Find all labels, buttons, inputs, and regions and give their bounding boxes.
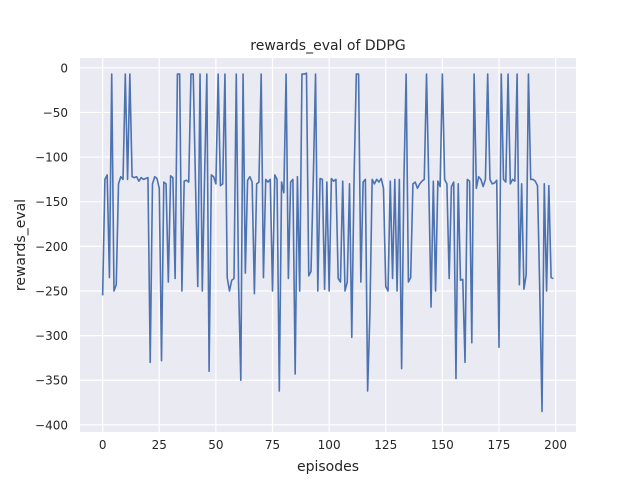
y-tick-label: −50 <box>43 106 68 120</box>
y-axis-label: rewards_eval <box>13 199 29 291</box>
y-tick-label: −300 <box>35 329 68 343</box>
y-tick-label: −150 <box>35 195 68 209</box>
x-axis-label: episodes <box>297 459 359 475</box>
x-tick-label: 100 <box>318 438 341 452</box>
y-tick-label: 0 <box>60 61 68 75</box>
y-tick-label: −350 <box>35 374 68 388</box>
x-tick-label: 50 <box>208 438 223 452</box>
y-tick-label: −200 <box>35 240 68 254</box>
x-tick-label: 75 <box>265 438 280 452</box>
x-tick-label: 25 <box>152 438 167 452</box>
x-tick-label: 125 <box>374 438 397 452</box>
x-tick-label: 150 <box>431 438 454 452</box>
x-tick-label: 175 <box>488 438 511 452</box>
x-tick-label: 0 <box>99 438 107 452</box>
y-tick-label: −100 <box>35 151 68 165</box>
x-tick-label: 200 <box>544 438 567 452</box>
chart-title: rewards_eval of DDPG <box>250 38 405 54</box>
y-tick-label: −250 <box>35 284 68 298</box>
y-tick-label: −400 <box>35 418 68 432</box>
